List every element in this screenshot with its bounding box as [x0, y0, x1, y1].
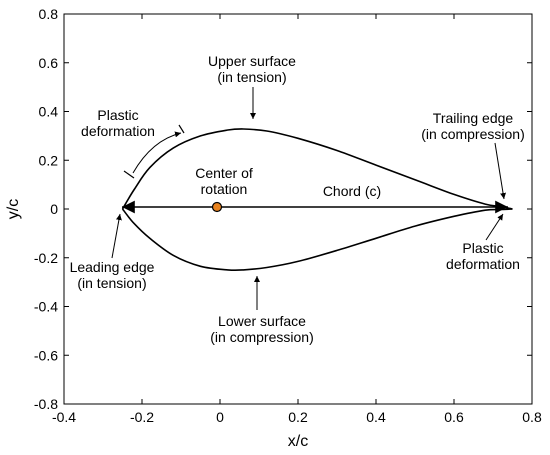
- leading-edge-pointer: [111, 213, 122, 259]
- upper-surface-sublabel: (in tension): [217, 69, 286, 85]
- y-tick-label: 0.8: [39, 6, 59, 22]
- x-tick-label: 0.8: [522, 409, 542, 425]
- plastic-limit-tick-lower: [123, 170, 135, 179]
- y-axis-label: y/c: [5, 199, 22, 219]
- center-of-rotation-sublabel: rotation: [201, 181, 248, 197]
- plastic-deformation-lower-sublabel: deformation: [446, 256, 520, 272]
- leading-edge-sublabel: (in tension): [77, 275, 146, 291]
- leading-edge-label: Leading edge: [70, 259, 155, 275]
- chord-label: Chord (c): [323, 183, 381, 199]
- x-axis-label: x/c: [288, 433, 308, 450]
- plastic-deformation-lower-pointer: [485, 213, 504, 241]
- y-tick-label: -0.8: [34, 396, 58, 412]
- plastic-deformation-arc: [132, 131, 182, 174]
- x-tick-label: -0.2: [130, 409, 154, 425]
- x-tick-label: 0: [216, 409, 224, 425]
- plastic-deformation-lower-label: Plastic: [462, 240, 503, 256]
- y-tick-label: -0.6: [34, 347, 58, 363]
- y-tick-label: -0.2: [34, 250, 58, 266]
- trailing-edge-label: Trailing edge: [433, 110, 514, 126]
- lower-surface-sublabel: (in compression): [210, 329, 313, 345]
- plastic-limit-tick-upper: [178, 124, 185, 134]
- plot-frame: [63, 13, 533, 405]
- upper-surface-curve: [121, 128, 513, 210]
- x-tick-label: 0.6: [444, 409, 464, 425]
- trailing-edge-pointer: [494, 142, 507, 200]
- center-of-rotation-marker: [211, 201, 223, 213]
- y-tick-label: 0: [50, 201, 58, 217]
- y-tick-label: -0.4: [34, 299, 58, 315]
- upper-surface-label: Upper surface: [208, 53, 296, 69]
- axis-ticks: -0.4 -0.2 0 0.2 0.4 0.6 0.8 0.8 0.6 0.4 0.2 0 -0.2 -0…: [34, 6, 542, 425]
- y-tick-label: 0.6: [39, 55, 59, 71]
- x-tick-label: -0.4: [52, 409, 76, 425]
- trailing-edge-sublabel: (in compression): [421, 126, 524, 142]
- plastic-deformation-upper-label: Plastic: [97, 107, 138, 123]
- x-tick-label: 0.2: [288, 409, 308, 425]
- center-of-rotation-label: Center of: [195, 165, 253, 181]
- lower-surface-label: Lower surface: [218, 313, 306, 329]
- plastic-deformation-upper-sublabel: deformation: [81, 123, 155, 139]
- y-tick-label: 0.4: [39, 104, 59, 120]
- y-tick-label: 0.2: [39, 152, 59, 168]
- x-tick-label: 0.4: [366, 409, 386, 425]
